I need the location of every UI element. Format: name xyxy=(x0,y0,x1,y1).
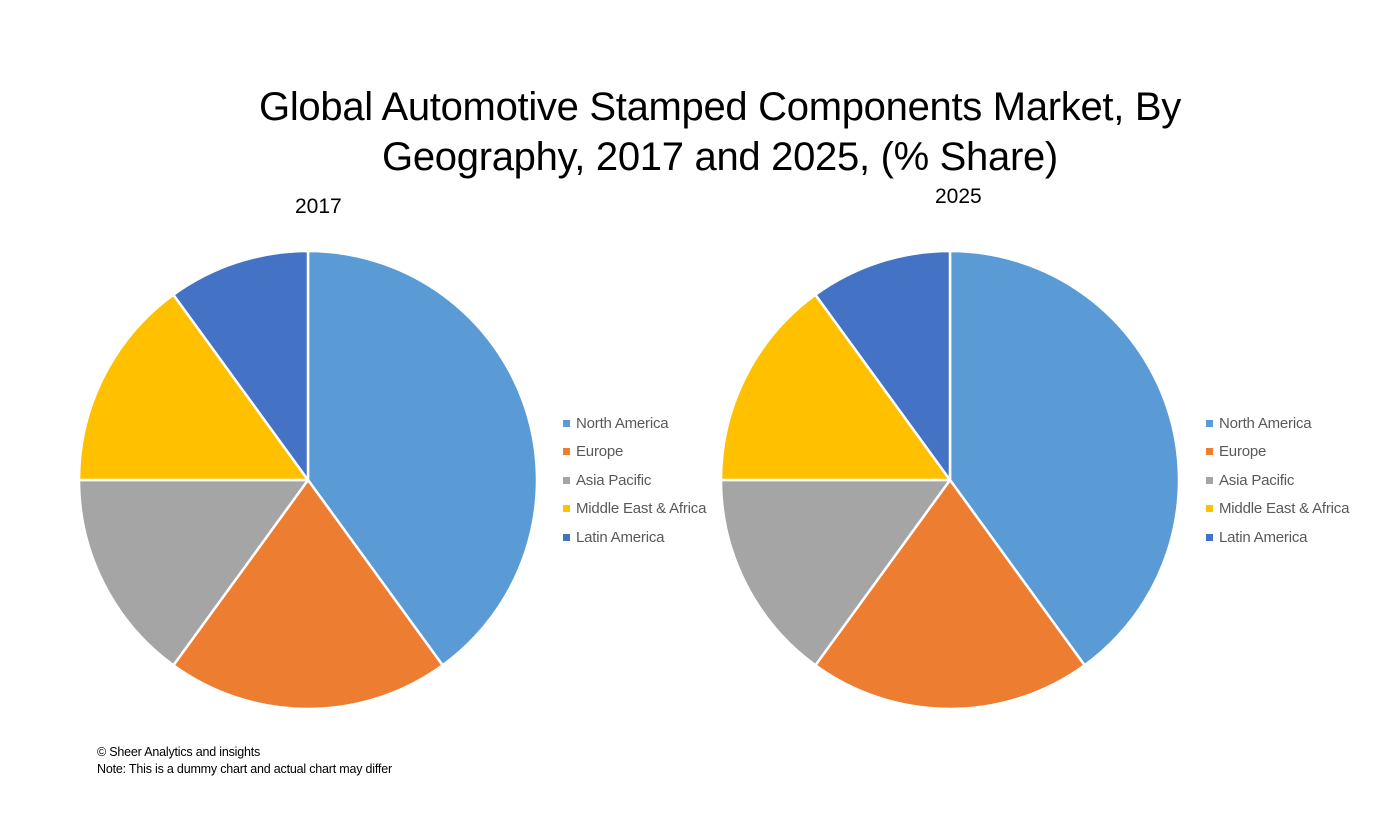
legend-label: Europe xyxy=(576,443,624,461)
legend-swatch xyxy=(1206,505,1213,513)
pie-slice-2017-asia-pacific xyxy=(77,478,310,667)
footer: © Sheer Analytics and insights Note: Thi… xyxy=(97,744,392,778)
pie-slice-2017-europe xyxy=(172,478,444,711)
legend-label: Middle East & Africa xyxy=(576,500,707,518)
page-title-line-2: Geography, 2017 and 2025, (% Share) xyxy=(382,135,1058,179)
legend-swatch xyxy=(563,533,570,541)
legend-label: Europe xyxy=(1219,443,1267,461)
legend-swatch xyxy=(1206,476,1213,484)
legend-item-2017-asia-pacific: Asia Pacific xyxy=(563,466,733,495)
pie-slice-2017-north-america xyxy=(306,249,539,667)
copyright-text: © Sheer Analytics and insights xyxy=(97,745,261,759)
pie-slice-2025-asia-pacific xyxy=(719,478,952,667)
legend-2025: North America Europe Asia Pacific Middle Ea… xyxy=(1206,409,1376,552)
legend-label: Middle East & Africa xyxy=(1219,500,1350,518)
legend-swatch xyxy=(563,419,570,427)
pie-title-2025: 2025 xyxy=(935,185,982,208)
legend-label: Asia Pacific xyxy=(1219,471,1295,489)
pie-slice-2025-north-america xyxy=(948,249,1181,667)
pie-slice-2025-middle-east-and-africa xyxy=(719,293,952,482)
page-title-line-1: Global Automotive Stamped Components Mar… xyxy=(259,85,1181,129)
legend-label: North America xyxy=(1219,414,1312,432)
legend-label: North America xyxy=(576,414,669,432)
note-text: Note: This is a dummy chart and actual c… xyxy=(97,762,392,776)
page-title: Global Automotive Stamped Components Mar… xyxy=(0,82,1398,182)
legend-2017: North America Europe Asia Pacific Middle Ea… xyxy=(563,409,733,552)
legend-label: Latin America xyxy=(1219,528,1308,546)
legend-item-2025-asia-pacific: Asia Pacific xyxy=(1206,466,1376,495)
legend-label: Latin America xyxy=(576,528,665,546)
pie-slice-2025-latin-america xyxy=(814,249,952,482)
legend-item-2025-latin-america: Latin America xyxy=(1206,523,1376,552)
legend-item-2025-north-america: North America xyxy=(1206,409,1376,438)
legend-item-2017-europe: Europe xyxy=(563,438,733,467)
pie-title-2017: 2017 xyxy=(295,195,342,218)
legend-swatch xyxy=(563,476,570,484)
legend-item-2017-latin-america: Latin America xyxy=(563,523,733,552)
legend-swatch xyxy=(563,448,570,456)
legend-swatch xyxy=(1206,419,1213,427)
pie-slice-2017-middle-east-and-africa xyxy=(77,293,310,482)
legend-item-2017-middle-east-and-africa: Middle East & Africa xyxy=(563,495,733,524)
legend-item-2017-north-america: North America xyxy=(563,409,733,438)
pie-slice-2017-latin-america xyxy=(172,249,310,482)
legend-item-2025-middle-east-and-africa: Middle East & Africa xyxy=(1206,495,1376,524)
legend-label: Asia Pacific xyxy=(576,471,652,489)
legend-item-2025-europe: Europe xyxy=(1206,438,1376,467)
legend-swatch xyxy=(1206,448,1213,456)
legend-swatch xyxy=(1206,533,1213,541)
legend-swatch xyxy=(563,505,570,513)
pie-slice-2025-europe xyxy=(814,478,1086,711)
